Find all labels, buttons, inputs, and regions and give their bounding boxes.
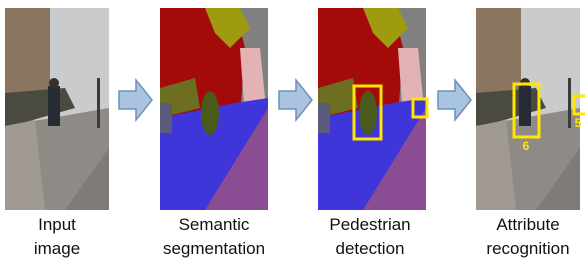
detection-id: 5 <box>575 116 582 130</box>
recognition-image <box>476 8 580 210</box>
arrow <box>438 80 471 120</box>
caption: segmentation <box>163 239 265 258</box>
caption: Semantic <box>179 215 250 234</box>
caption: Input <box>38 215 76 234</box>
caption: detection <box>336 239 405 258</box>
caption: Pedestrian <box>329 215 410 234</box>
input-image <box>5 8 109 210</box>
detection-id: 6 <box>523 139 530 153</box>
arrow <box>119 80 152 120</box>
caption: recognition <box>486 239 569 258</box>
pipeline-figure: 6 5 Input image Semantic segmentation Pe… <box>0 0 585 261</box>
caption: image <box>34 239 80 258</box>
detection-image <box>318 8 426 210</box>
arrow <box>279 80 312 120</box>
segmentation-image <box>160 8 268 210</box>
caption: Attribute <box>496 215 559 234</box>
